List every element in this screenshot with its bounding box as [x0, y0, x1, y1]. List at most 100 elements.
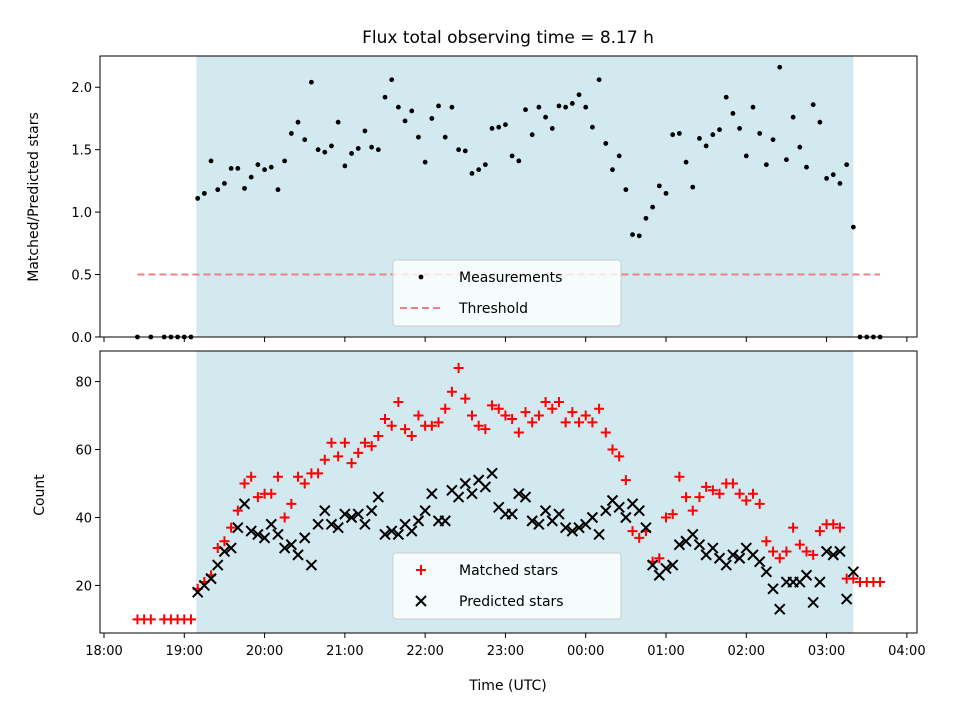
measurement-point	[750, 104, 756, 110]
legend-label: Matched stars	[459, 563, 558, 579]
matched-star-point	[513, 427, 524, 438]
measurement-point	[242, 185, 247, 191]
top-panel: 0.0 0.5 1.0 1.5 2.0 Measurements Threshold	[71, 55, 918, 346]
legend-box	[392, 259, 622, 327]
measurement-point	[355, 146, 361, 151]
legend-matched-swatch	[416, 565, 426, 575]
measurement-point	[436, 103, 441, 109]
measurement-point	[757, 131, 763, 136]
matched-star-point	[520, 407, 531, 418]
measurement-point	[255, 162, 261, 168]
x-tick-label: 01:00	[647, 644, 684, 659]
matched-star-point	[440, 403, 451, 414]
predicted-star-point	[459, 477, 471, 490]
predicted-star-point	[526, 515, 538, 527]
predicted-star-point	[426, 487, 438, 500]
measurement-point	[810, 102, 816, 108]
predicted-star-point	[252, 528, 264, 541]
measurement-point	[630, 232, 635, 237]
predicted-star-point	[720, 559, 732, 571]
measurement-point	[195, 195, 201, 201]
matched-star-point	[788, 522, 799, 533]
predicted-star-point	[767, 583, 779, 595]
predicted-star-point	[559, 521, 572, 534]
measurement-point	[476, 167, 482, 173]
matched-star-point	[226, 522, 237, 533]
y-tick-label: 20	[75, 579, 92, 594]
predicted-star-point	[466, 487, 478, 500]
measurement-point	[830, 172, 836, 178]
predicted-star-point	[673, 538, 686, 551]
predicted-star-point	[365, 504, 378, 517]
matched-star-point	[547, 403, 558, 414]
measurement-point	[543, 114, 548, 120]
measurement-point	[643, 215, 649, 221]
matched-star-point	[808, 549, 819, 560]
matched-star-point	[828, 519, 839, 530]
measurement-point	[717, 127, 722, 133]
matched-star-point	[560, 417, 571, 428]
measurement-point	[743, 153, 749, 159]
matched-star-point	[252, 492, 263, 503]
predicted-star-point	[533, 518, 545, 530]
matched-star-point	[654, 553, 665, 564]
measurement-point	[422, 159, 428, 165]
matched-star-point	[319, 454, 330, 465]
predicted-star-point	[379, 528, 391, 541]
predicted-star-point	[753, 555, 766, 568]
predicted-star-point	[646, 559, 659, 571]
measurement-point	[850, 224, 856, 230]
matched-star-point	[446, 386, 457, 397]
predicted-star-point	[278, 542, 291, 554]
measurement-point	[777, 64, 783, 70]
measurement-point	[737, 126, 743, 131]
predicted-star-point	[760, 566, 773, 578]
series-predicted-stars	[191, 467, 860, 615]
y-tick-label: 40	[75, 511, 92, 526]
matched-star-point	[875, 577, 886, 588]
measurement-point	[482, 162, 488, 168]
predicted-star-point	[633, 504, 645, 517]
measurement-point	[342, 163, 348, 169]
matched-star-point	[500, 410, 511, 421]
matched-star-point	[607, 444, 618, 455]
x-tick-label: 04:00	[888, 644, 925, 659]
measurement-point	[549, 126, 555, 131]
matched-star-point	[587, 417, 598, 428]
measurement-point	[462, 148, 468, 154]
measurement-point	[536, 104, 542, 110]
measurement-point	[824, 175, 829, 181]
predicted-star-point	[620, 511, 632, 524]
measurement-point	[456, 147, 461, 153]
matched-star-point	[687, 505, 698, 516]
predicted-star-point	[479, 481, 492, 493]
matched-star-point	[466, 410, 477, 421]
measurement-point	[315, 147, 321, 153]
predicted-star-point	[419, 504, 431, 517]
measurement-point	[429, 116, 435, 121]
measurement-point	[650, 204, 656, 210]
matched-star-point	[246, 471, 257, 482]
matched-star-point	[393, 396, 404, 407]
predicted-star-point	[660, 562, 672, 575]
matched-star-point	[480, 424, 491, 435]
measurement-point	[489, 126, 495, 131]
matched-star-point	[527, 417, 538, 428]
matched-star-point	[834, 522, 845, 533]
top-y-axis-label: Matched/Predicted stars	[26, 112, 42, 282]
matched-star-point	[540, 396, 551, 407]
measurement-point	[563, 104, 569, 110]
predicted-star-point	[539, 504, 552, 517]
measurement-point	[670, 132, 676, 138]
bottom-panel: 20 40 60 80 18:00 19:00 20:00 21:00 22:00 23:00 00…	[75, 350, 926, 659]
measurement-point	[208, 158, 214, 164]
bottom-y-axis-label: Count	[32, 474, 48, 516]
predicted-star-point	[733, 552, 746, 564]
y-tick-label: 0.5	[71, 269, 92, 284]
matched-star-point	[794, 539, 805, 550]
measurement-point	[235, 166, 241, 171]
measurement-point	[329, 143, 334, 149]
predicted-star-point	[707, 542, 719, 554]
predicted-star-point	[225, 542, 237, 554]
